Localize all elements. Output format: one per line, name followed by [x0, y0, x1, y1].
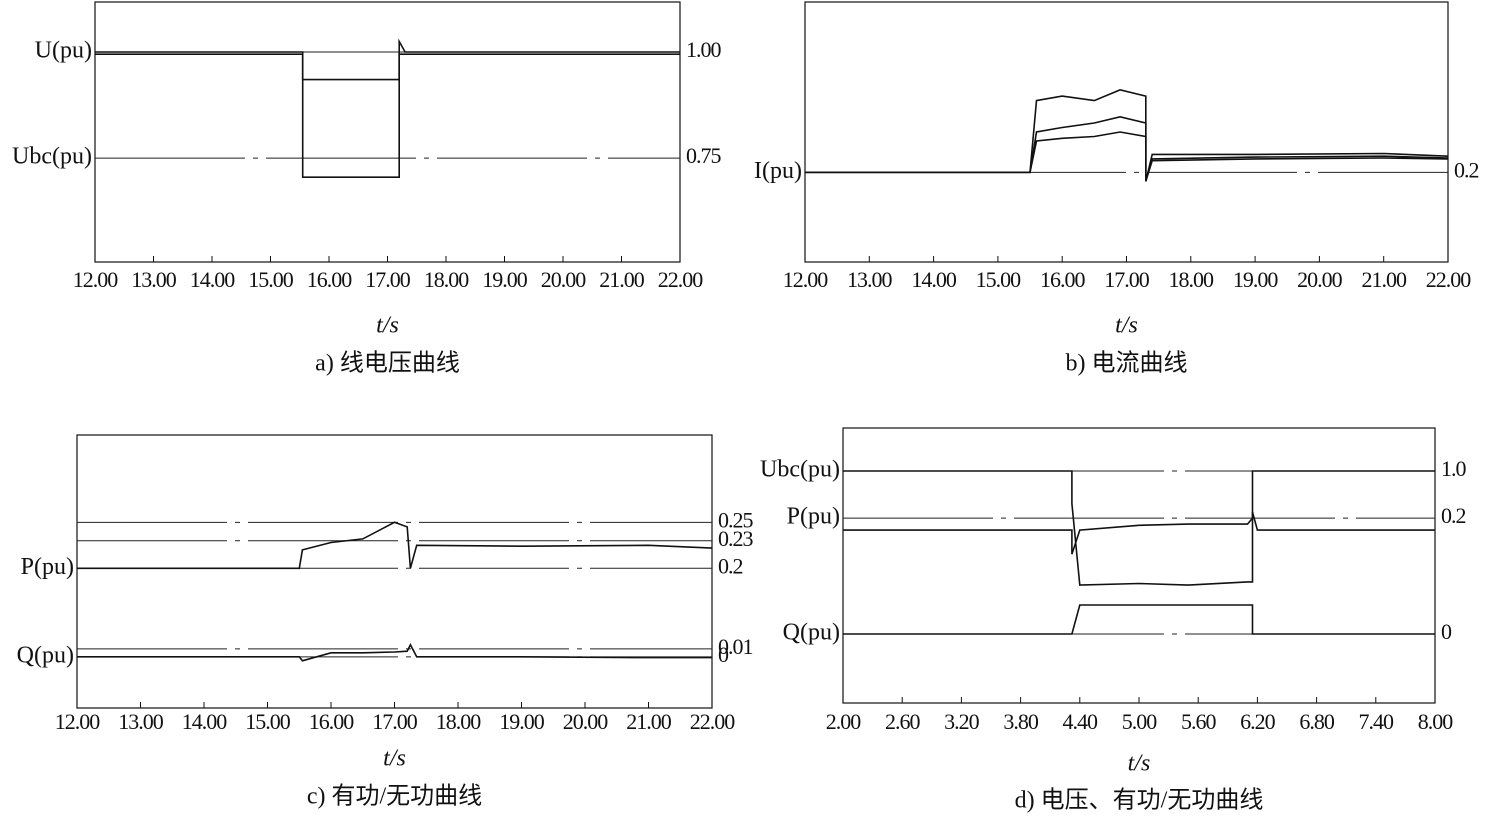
x-tick-label: 7.40: [1359, 709, 1395, 734]
y-tick-label: 0.01: [718, 634, 753, 659]
x-tick-label: 12.00: [55, 709, 101, 734]
series-label: I(pu): [754, 158, 802, 184]
x-axis-label: t/s: [376, 313, 399, 339]
x-tick-label: 15.00: [245, 709, 291, 734]
x-tick-label: 20.00: [563, 709, 609, 734]
series-line: [805, 115, 1449, 182]
series-label: P(pu): [787, 504, 840, 530]
caption: c) 有功/无功曲线: [307, 783, 482, 810]
series-line: [843, 470, 1435, 586]
y-tick-label: 0.25: [718, 507, 754, 532]
x-tick-label: 16.00: [309, 709, 355, 734]
y-tick-label: 0: [1441, 619, 1452, 644]
x-axis-label: t/s: [1115, 313, 1138, 339]
x-tick-label: 6.20: [1240, 709, 1276, 734]
x-tick-label: 8.00: [1418, 709, 1454, 734]
caption: d) 电压、有功/无功曲线: [1015, 787, 1264, 814]
x-tick-label: 13.00: [131, 267, 177, 292]
x-tick-label: 3.80: [1003, 709, 1039, 734]
caption: a) 线电压曲线: [315, 350, 460, 377]
x-tick-label: 22.00: [690, 709, 736, 734]
x-tick-label: 2.60: [885, 709, 921, 734]
series-line: [805, 89, 1449, 182]
x-tick-label: 20.00: [541, 267, 587, 292]
series-line: [77, 521, 713, 570]
x-tick-label: 19.00: [482, 267, 528, 292]
x-tick-label: 6.80: [1299, 709, 1335, 734]
x-tick-label: 21.00: [599, 267, 645, 292]
x-tick-label: 13.00: [847, 267, 893, 292]
x-tick-label: 4.40: [1063, 709, 1099, 734]
series-line: [95, 53, 680, 178]
x-axis-label: t/s: [1128, 751, 1151, 777]
series-line: [843, 511, 1435, 555]
x-tick-label: 16.00: [307, 267, 353, 292]
y-tick-label: 0.2: [1454, 157, 1479, 182]
x-tick-label: 19.00: [499, 709, 545, 734]
series-line: [843, 604, 1435, 635]
y-tick-label: 0.2: [718, 553, 743, 578]
x-tick-label: 14.00: [911, 267, 957, 292]
x-tick-label: 21.00: [1361, 267, 1407, 292]
x-tick-label: 18.00: [436, 709, 482, 734]
plot-frame: [804, 1, 1449, 263]
y-tick-label: 0.23: [718, 526, 754, 551]
x-tick-label: 12.00: [783, 267, 829, 292]
x-tick-label: 18.00: [424, 267, 470, 292]
x-tick-label: 19.00: [1233, 267, 1279, 292]
x-tick-label: 13.00: [118, 709, 164, 734]
y-tick-label: 1.00: [686, 37, 722, 62]
series-label: Ubc(pu): [12, 144, 92, 170]
caption: b) 电流曲线: [1066, 350, 1188, 377]
y-tick-label: 0.2: [1441, 503, 1466, 528]
series-label: Q(pu): [783, 619, 840, 645]
x-tick-label: 3.20: [944, 709, 980, 734]
plot-frame: [842, 427, 1436, 704]
series-label: Q(pu): [17, 642, 74, 668]
x-tick-label: 5.00: [1122, 709, 1158, 734]
x-tick-label: 15.00: [248, 267, 294, 292]
x-tick-label: 20.00: [1297, 267, 1343, 292]
x-tick-label: 14.00: [190, 267, 236, 292]
y-tick-label: 0.75: [686, 143, 722, 168]
x-tick-label: 21.00: [626, 709, 672, 734]
x-tick-label: 22.00: [658, 267, 704, 292]
x-tick-label: 18.00: [1169, 267, 1215, 292]
x-tick-label: 22.00: [1426, 267, 1472, 292]
x-tick-label: 15.00: [976, 267, 1022, 292]
x-tick-label: 17.00: [365, 267, 411, 292]
series-label: Ubc(pu): [760, 457, 840, 483]
series-line: [805, 131, 1449, 182]
series-line: [77, 643, 712, 662]
x-tick-label: 17.00: [1104, 267, 1150, 292]
y-tick-label: 0: [718, 642, 729, 667]
x-tick-label: 2.00: [826, 709, 862, 734]
plot-frame: [76, 434, 713, 709]
x-tick-label: 17.00: [372, 709, 418, 734]
x-tick-label: 5.60: [1181, 709, 1217, 734]
x-tick-label: 14.00: [182, 709, 228, 734]
series-line: [95, 38, 680, 81]
x-tick-label: 16.00: [1040, 267, 1086, 292]
series-label: U(pu): [35, 38, 92, 64]
plot-frame: [94, 1, 681, 263]
y-tick-label: 1.0: [1441, 456, 1467, 481]
x-axis-label: t/s: [383, 746, 406, 772]
x-tick-label: 12.00: [73, 267, 119, 292]
series-label: P(pu): [21, 554, 74, 580]
